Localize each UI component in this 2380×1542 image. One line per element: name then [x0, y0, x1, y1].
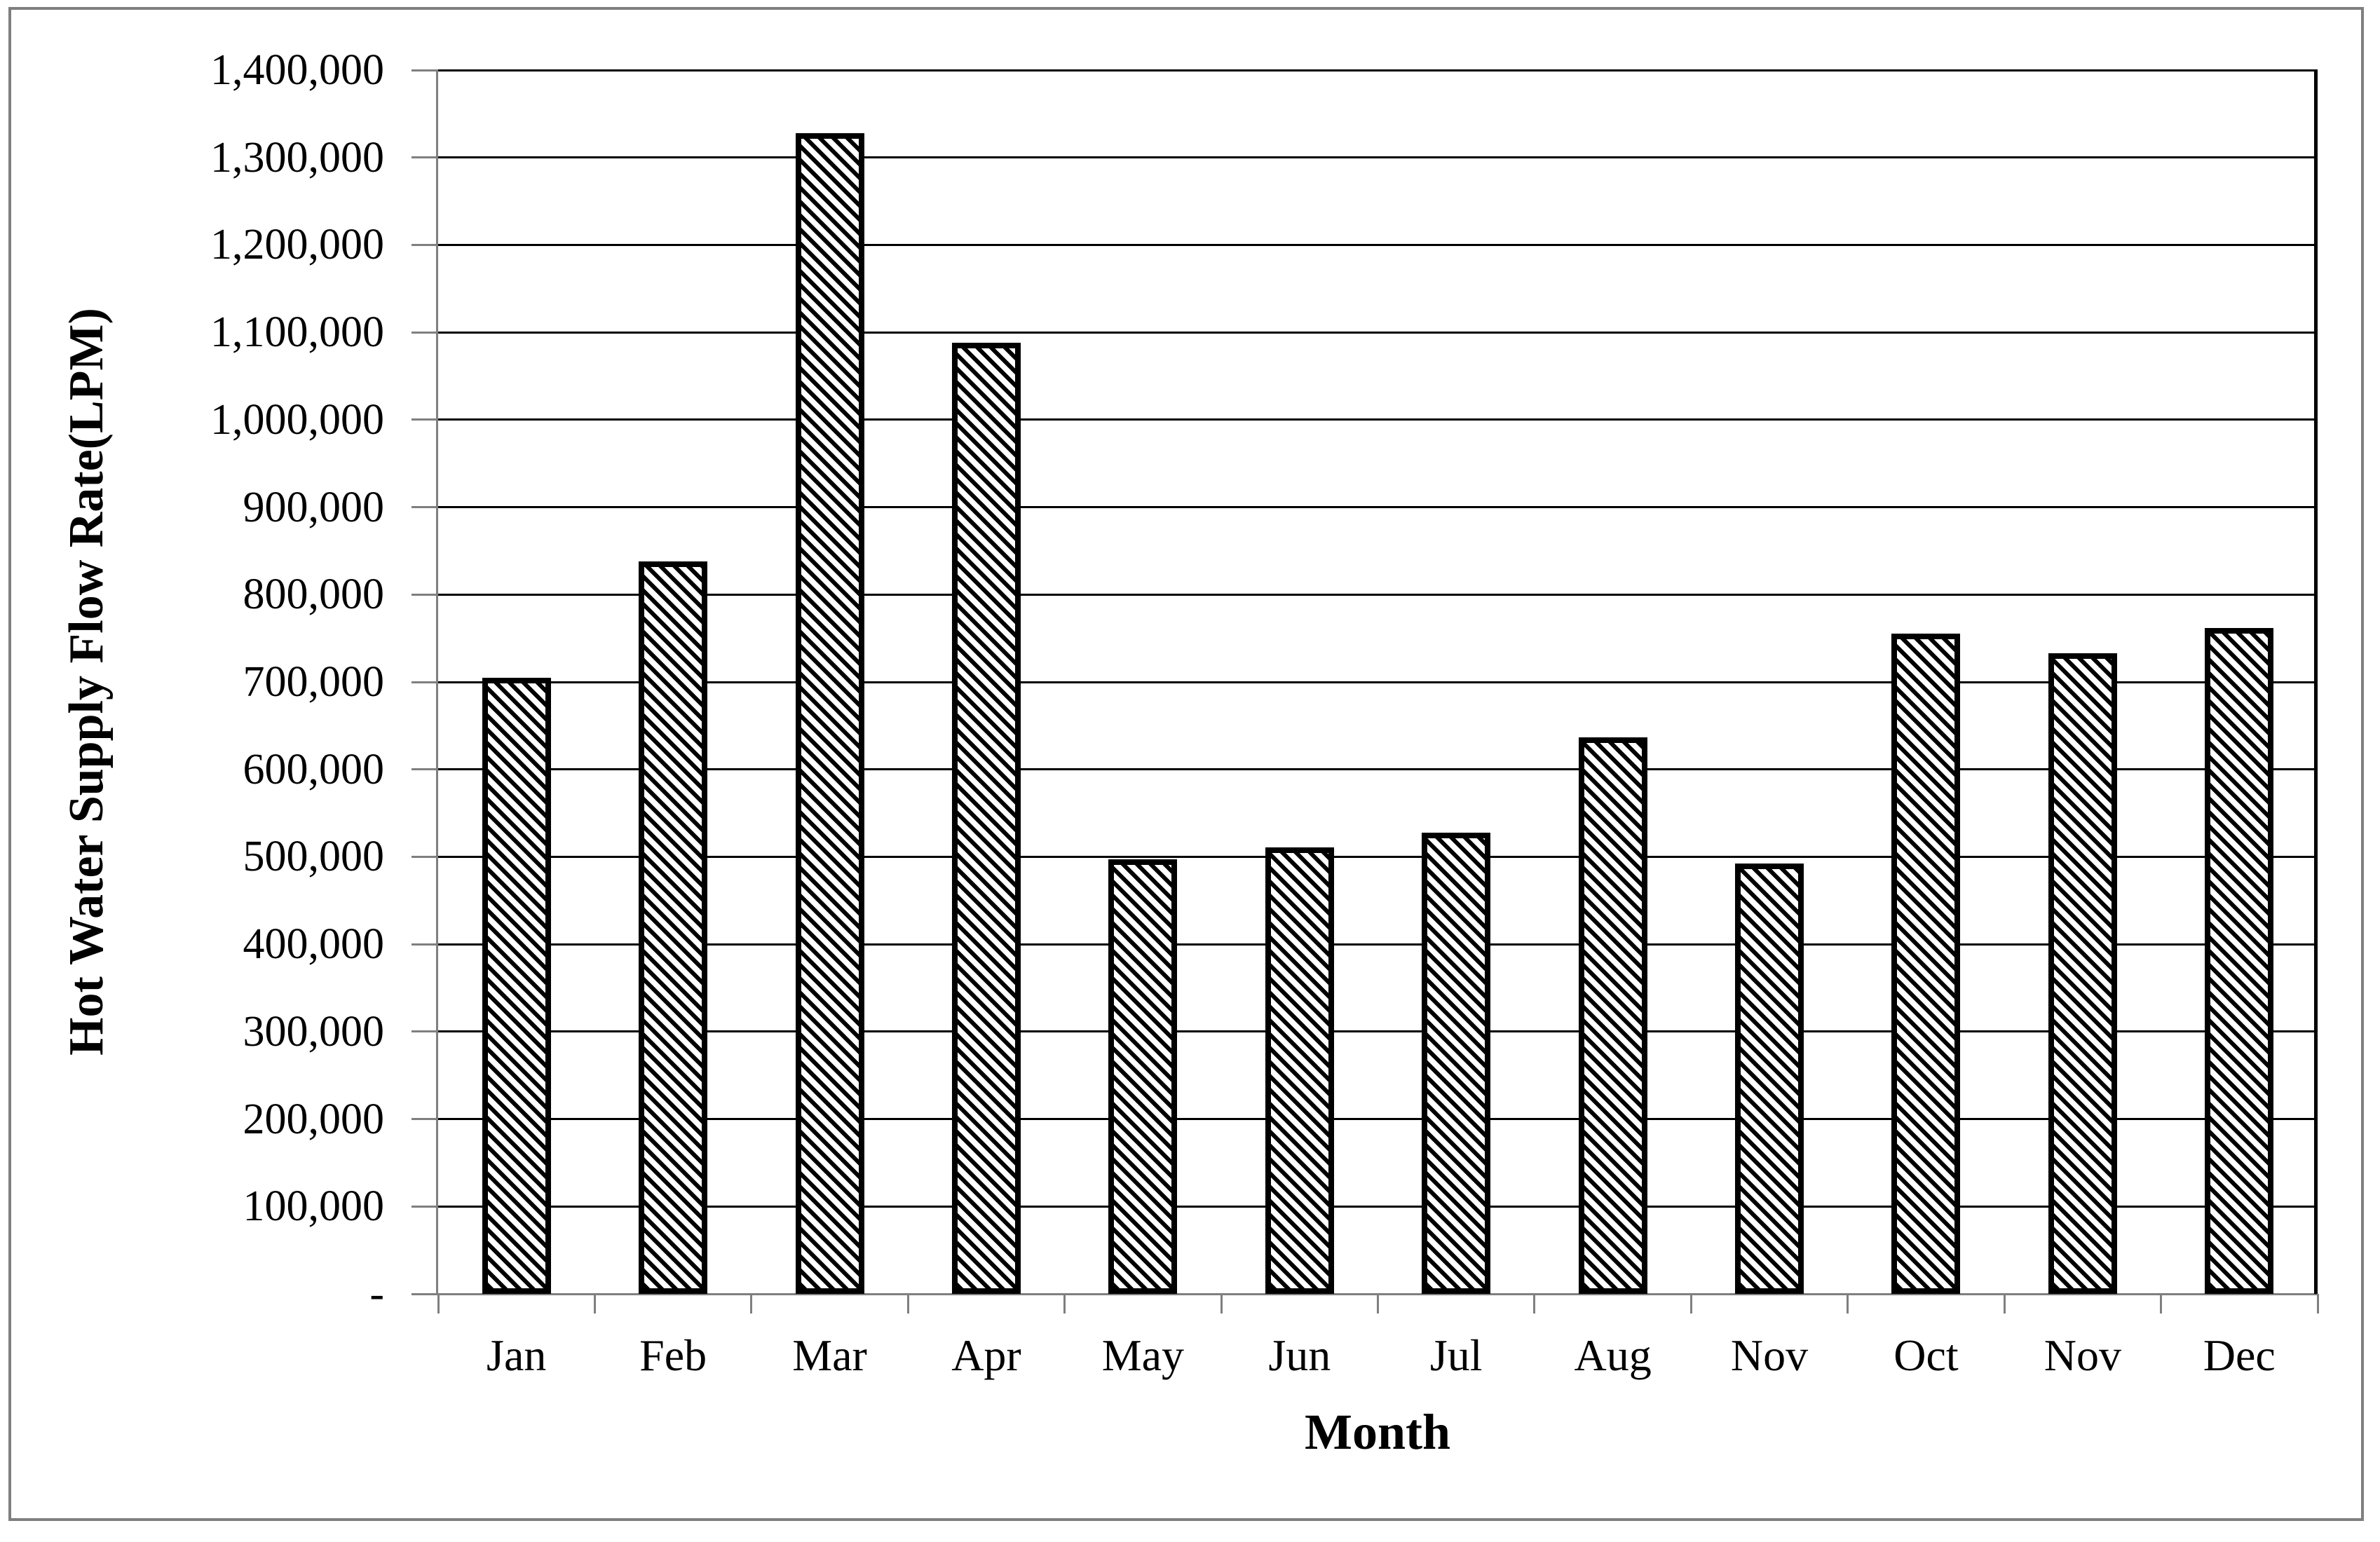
gridline-1400000	[438, 69, 2318, 71]
y-tick-label: 100,000	[243, 1182, 385, 1231]
x-tick	[906, 1294, 909, 1314]
bar-jun-6	[1265, 847, 1334, 1294]
y-tick-label: 1,100,000	[210, 308, 384, 357]
y-tick-label: 1,400,000	[210, 46, 384, 94]
y-tick	[412, 1205, 438, 1208]
y-tick	[412, 1292, 438, 1295]
gridline-1200000	[438, 243, 2318, 246]
y-tick-label: 700,000	[243, 658, 385, 706]
y-tick	[412, 506, 438, 509]
y-tick-label: 200,000	[243, 1095, 385, 1143]
bar-nov-11	[2048, 653, 2117, 1294]
y-tick	[412, 593, 438, 596]
x-axis-title: Month	[1304, 1404, 1451, 1460]
gridline-400000	[438, 943, 2318, 946]
gridline-300000	[438, 1030, 2318, 1033]
y-tick	[412, 418, 438, 421]
x-tick-label: Jan	[487, 1330, 547, 1380]
gridline-700000	[438, 681, 2318, 683]
gridline-1000000	[438, 418, 2318, 421]
gridline-100000	[438, 1205, 2318, 1208]
bar-may-5	[1108, 859, 1178, 1294]
x-tick-label: Jul	[1429, 1330, 1483, 1380]
y-tick	[412, 943, 438, 946]
x-tick	[593, 1294, 596, 1314]
bar-mar-3	[795, 132, 864, 1294]
gridline-900000	[438, 506, 2318, 509]
x-tick-label: Apr	[951, 1330, 1021, 1380]
bar-feb-2	[639, 561, 708, 1294]
y-tick-label: -	[369, 1270, 384, 1318]
x-tick-label: Oct	[1893, 1330, 1959, 1380]
x-tick-label: Feb	[639, 1330, 707, 1380]
gridline-1100000	[438, 331, 2318, 334]
x-tick-label: Nov	[1730, 1330, 1809, 1380]
y-tick	[412, 681, 438, 683]
plot-right-border	[2314, 70, 2318, 1294]
y-tick-label: 900,000	[243, 483, 385, 531]
y-tick-label: 1,000,000	[210, 395, 384, 444]
x-tick	[750, 1294, 753, 1314]
y-tick-label: 500,000	[243, 833, 385, 881]
bar-jan-1	[482, 677, 551, 1294]
x-tick	[1847, 1294, 1849, 1314]
y-tick-label: 300,000	[243, 1007, 385, 1056]
bar-aug-8	[1578, 737, 1647, 1294]
x-tick	[2160, 1294, 2163, 1314]
bar-nov-9	[1735, 864, 1804, 1294]
x-tick-label: Nov	[2044, 1330, 2121, 1380]
bar-dec-12	[2205, 627, 2274, 1294]
x-tick	[1063, 1294, 1066, 1314]
gridline-1300000	[438, 156, 2318, 159]
bar-apr-4	[951, 343, 1021, 1294]
figure-border	[8, 7, 2364, 1521]
y-tick	[412, 855, 438, 858]
x-tick	[2003, 1294, 2006, 1314]
y-tick	[412, 1030, 438, 1033]
y-tick-label: 600,000	[243, 745, 385, 793]
gridline-600000	[438, 768, 2318, 771]
bar-jul-7	[1422, 832, 1491, 1294]
x-tick-label: Mar	[792, 1330, 867, 1380]
y-axis-line	[436, 70, 438, 1294]
x-tick-label: Dec	[2203, 1330, 2276, 1380]
y-tick	[412, 768, 438, 771]
y-tick	[412, 331, 438, 334]
gridline-200000	[438, 1118, 2318, 1121]
y-tick	[412, 69, 438, 71]
x-tick-label: May	[1101, 1330, 1185, 1380]
y-tick-label: 1,200,000	[210, 221, 384, 269]
bar-oct-10	[1891, 634, 1961, 1294]
y-tick-label: 1,300,000	[210, 133, 384, 182]
x-tick	[1220, 1294, 1223, 1314]
gridline-500000	[438, 855, 2318, 858]
y-tick	[412, 243, 438, 246]
y-tick-label: 400,000	[243, 920, 385, 969]
y-tick	[412, 156, 438, 159]
x-tick	[437, 1294, 440, 1314]
x-tick-label: Jun	[1268, 1330, 1331, 1380]
x-tick-label: Aug	[1574, 1330, 1652, 1380]
gridline-800000	[438, 593, 2318, 596]
y-tick-label: 800,000	[243, 571, 385, 619]
x-tick	[1689, 1294, 1692, 1314]
x-tick	[1533, 1294, 1536, 1314]
x-tick	[1377, 1294, 1379, 1314]
x-tick	[2316, 1294, 2319, 1314]
y-tick	[412, 1118, 438, 1121]
